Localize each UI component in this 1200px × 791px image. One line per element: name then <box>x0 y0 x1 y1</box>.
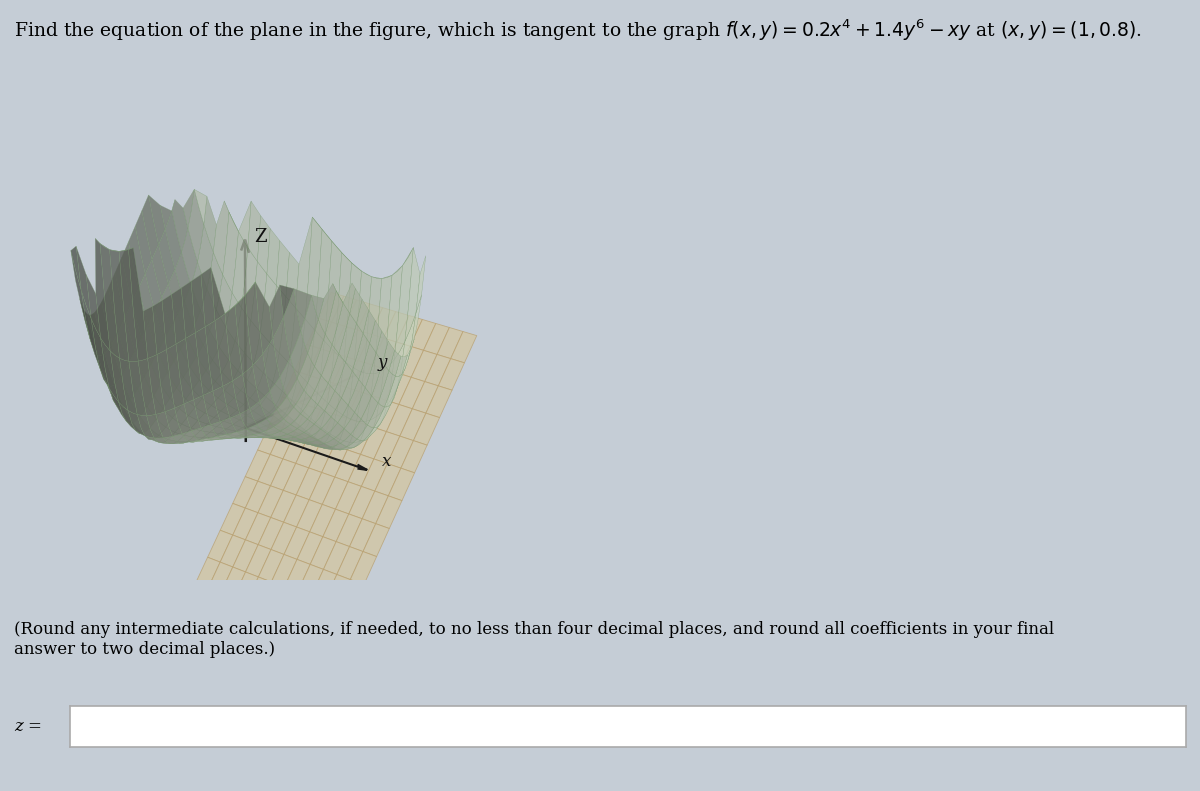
Text: (Round any intermediate calculations, if needed, to no less than four decimal pl: (Round any intermediate calculations, if… <box>14 621 1055 657</box>
Text: Find the equation of the plane in the figure, which is tangent to the graph $f(x: Find the equation of the plane in the fi… <box>14 17 1142 43</box>
Text: z =: z = <box>14 717 42 735</box>
